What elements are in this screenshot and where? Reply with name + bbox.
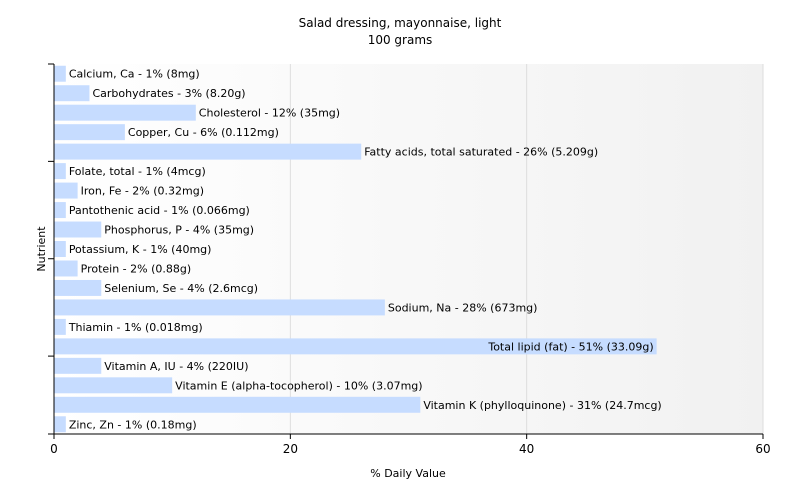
bar-label: Potassium, K - 1% (40mg) — [69, 243, 212, 256]
bar-label: Phosphorus, P - 4% (35mg) — [104, 224, 254, 237]
bar — [54, 104, 196, 121]
bar-label: Total lipid (fat) - 51% (33.09g) — [487, 340, 653, 353]
grid-lines — [289, 64, 764, 434]
chart-title: Salad dressing, mayonnaise, light — [299, 16, 502, 30]
x-tick-label: 40 — [519, 442, 534, 456]
x-tick-label: 0 — [50, 442, 58, 456]
bar-label: Folate, total - 1% (4mcg) — [69, 165, 206, 178]
bar-label: Sodium, Na - 28% (673mg) — [388, 301, 538, 314]
bar — [54, 202, 66, 219]
y-axis-title: Nutrient — [35, 226, 48, 272]
bar — [54, 396, 421, 413]
x-tick-label: 60 — [755, 442, 770, 456]
bar-label: Protein - 2% (0.88g) — [81, 262, 192, 275]
plot-area — [54, 64, 763, 434]
bar-label: Vitamin E (alpha-tocopherol) - 10% (3.07… — [175, 379, 422, 392]
bar — [54, 318, 66, 335]
bar-label: Pantothenic acid - 1% (0.066mg) — [69, 204, 250, 217]
bar — [54, 338, 657, 355]
bar-label: Calcium, Ca - 1% (8mg) — [69, 68, 200, 81]
bar-label: Carbohydrates - 3% (8.20g) — [92, 87, 245, 100]
bar — [54, 299, 385, 316]
bar-label: Vitamin A, IU - 4% (220IU) — [104, 360, 248, 373]
bar-label: Selenium, Se - 4% (2.6mcg) — [104, 282, 258, 295]
bar — [54, 124, 125, 141]
bar — [54, 163, 66, 180]
bar — [54, 357, 102, 374]
bar — [54, 279, 102, 296]
bar-label: Cholesterol - 12% (35mg) — [199, 107, 340, 120]
bar — [54, 221, 102, 238]
bar-label: Fatty acids, total saturated - 26% (5.20… — [364, 146, 598, 159]
bar — [54, 416, 66, 433]
bar-label: Iron, Fe - 2% (0.32mg) — [81, 185, 204, 198]
bar-label: Zinc, Zn - 1% (0.18mg) — [69, 418, 197, 431]
bar — [54, 143, 362, 160]
bar-label: Vitamin K (phylloquinone) - 31% (24.7mcg… — [423, 399, 661, 412]
bar — [54, 260, 78, 277]
x-axis-title: % Daily Value — [370, 467, 446, 480]
bar — [54, 85, 90, 102]
bar-label: Copper, Cu - 6% (0.112mg) — [128, 126, 279, 139]
bar — [54, 65, 66, 82]
bars-group: Calcium, Ca - 1% (8mg) Carbohydrates - 3%… — [54, 65, 662, 433]
bar-label: Thiamin - 1% (0.018mg) — [68, 321, 203, 334]
chart-subtitle: 100 grams — [368, 33, 433, 47]
bar — [54, 377, 173, 394]
axes-group: 0 20 40 60 — [48, 63, 771, 456]
x-tick-label: 20 — [283, 442, 298, 456]
bar — [54, 241, 66, 257]
bar — [54, 182, 78, 199]
